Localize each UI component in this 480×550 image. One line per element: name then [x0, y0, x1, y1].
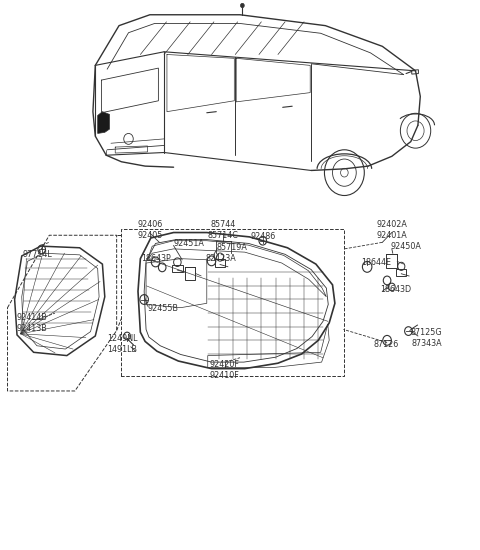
Text: 92455B: 92455B — [147, 304, 179, 314]
Text: 18643D: 18643D — [381, 285, 411, 294]
Text: 87125G
87343A: 87125G 87343A — [411, 328, 442, 348]
Text: 92402A
92401A: 92402A 92401A — [376, 220, 407, 240]
Text: 92451A: 92451A — [174, 239, 204, 249]
Bar — [215, 259, 225, 267]
Bar — [386, 254, 397, 268]
Bar — [185, 267, 195, 280]
Text: 92414B
92413B: 92414B 92413B — [17, 313, 48, 333]
Text: 92420F
92410F: 92420F 92410F — [210, 360, 240, 381]
Circle shape — [240, 3, 244, 8]
Bar — [172, 265, 183, 272]
Text: 18644E: 18644E — [361, 258, 392, 267]
Text: 92450A: 92450A — [391, 241, 422, 251]
Text: 92486: 92486 — [250, 233, 276, 241]
Text: 18643P: 18643P — [141, 254, 171, 263]
Text: 1249NL
1491LB: 1249NL 1491LB — [107, 334, 138, 354]
Text: 82423A: 82423A — [206, 254, 237, 263]
Text: 92406
92405: 92406 92405 — [137, 221, 163, 240]
Bar — [396, 268, 407, 276]
Polygon shape — [97, 112, 109, 134]
Text: 85719A: 85719A — [216, 243, 247, 252]
Text: 87126: 87126 — [373, 340, 399, 349]
Text: 97714L: 97714L — [23, 250, 52, 259]
Text: 85744
85714C: 85744 85714C — [208, 220, 239, 240]
